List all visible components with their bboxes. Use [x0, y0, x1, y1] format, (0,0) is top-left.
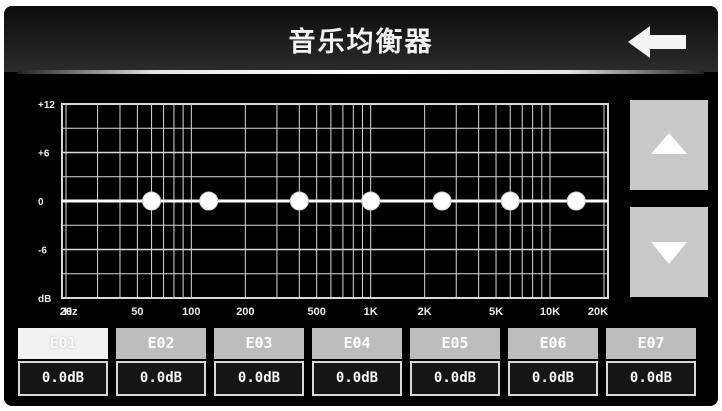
x-tick-label: 50	[131, 306, 143, 318]
band-e01[interactable]: E01 0.0dB	[18, 328, 108, 398]
x-tick-label: 500	[308, 306, 326, 318]
band-e06[interactable]: E06 0.0dB	[508, 328, 598, 398]
x-tick-label: 2K	[418, 306, 432, 318]
y-tick-label: -6	[38, 246, 47, 257]
y-tick-label: dB	[38, 294, 51, 305]
y-tick-label: +6	[38, 149, 50, 160]
band-tab-label[interactable]: E01	[18, 328, 108, 359]
band-tab-label[interactable]: E03	[214, 328, 304, 359]
y-tick-label: +12	[38, 100, 55, 111]
x-tick-label: 200	[236, 306, 254, 318]
band-tab-label[interactable]: E05	[410, 328, 500, 359]
band-e02[interactable]: E02 0.0dB	[116, 328, 206, 398]
band-tab-label[interactable]: E02	[116, 328, 206, 359]
x-tick-label: 20	[60, 306, 72, 318]
band-e07[interactable]: E07 0.0dB	[606, 328, 696, 398]
band-gain-value: 0.0dB	[606, 361, 696, 396]
gain-up-button[interactable]	[630, 100, 708, 190]
band-tab-label[interactable]: E06	[508, 328, 598, 359]
x-tick-label: 5K	[489, 306, 503, 318]
x-tick-label: 100	[182, 306, 200, 318]
x-tick-label: 20K	[588, 306, 608, 318]
back-arrow-icon	[628, 26, 686, 58]
page-title: 音乐均衡器	[288, 27, 434, 58]
triangle-up-icon	[651, 133, 687, 154]
band-knob[interactable]	[500, 191, 520, 211]
title-bar	[4, 6, 718, 72]
band-e05[interactable]: E05 0.0dB	[410, 328, 500, 398]
x-tick-label: 10K	[540, 306, 560, 318]
band-knob[interactable]	[289, 191, 309, 211]
band-gain-value: 0.0dB	[312, 361, 402, 396]
band-gain-value: 0.0dB	[116, 361, 206, 396]
band-knob[interactable]	[361, 191, 381, 211]
triangle-down-icon	[651, 242, 687, 264]
band-tab-label[interactable]: E07	[606, 328, 696, 359]
band-gain-value: 0.0dB	[18, 361, 108, 396]
title-divider	[18, 70, 704, 74]
band-knob[interactable]	[199, 191, 219, 211]
gain-down-button[interactable]	[630, 207, 708, 297]
band-e03[interactable]: E03 0.0dB	[214, 328, 304, 398]
x-unit-label: Hz	[64, 306, 78, 318]
band-knob[interactable]	[566, 191, 586, 211]
band-gain-value: 0.0dB	[410, 361, 500, 396]
band-knob[interactable]	[432, 191, 452, 211]
band-e04[interactable]: E04 0.0dB	[312, 328, 402, 398]
band-knob[interactable]	[142, 191, 162, 211]
band-tab-label[interactable]: E04	[312, 328, 402, 359]
back-button[interactable]	[626, 24, 690, 60]
eq-screen: 音乐均衡器 +12 +6 0 -6 dB Hz 20 50 100 200 500 1K 2K 5K 10…	[4, 6, 718, 406]
x-tick-label: 1K	[364, 306, 378, 318]
y-tick-label: 0	[38, 197, 44, 208]
eq-graph[interactable]: +12 +6 0 -6 dB Hz 20 50 100 200 500 1K 2K 5K 10K 20K	[4, 90, 614, 318]
band-knobs	[142, 191, 586, 211]
band-gain-value: 0.0dB	[508, 361, 598, 396]
band-gain-value: 0.0dB	[214, 361, 304, 396]
y-axis-labels: +12 +6 0 -6 dB	[38, 100, 55, 305]
